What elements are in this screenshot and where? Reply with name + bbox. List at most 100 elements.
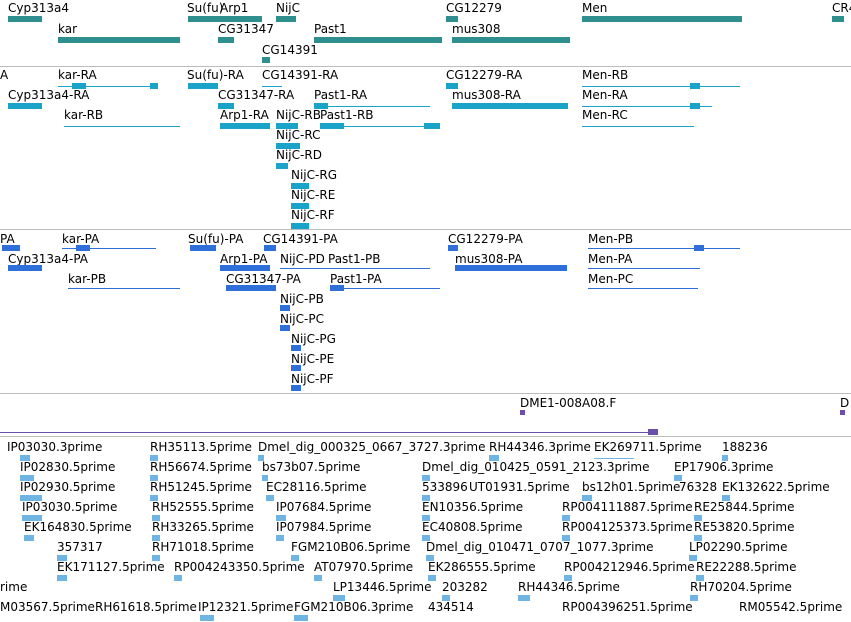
est-label[interactable]: EN10356.5prime: [422, 500, 524, 514]
est-label[interactable]: EK269711.5prime: [594, 440, 702, 454]
est-feature[interactable]: [24, 535, 34, 541]
mrna-label[interactable]: NijC-RF: [291, 208, 335, 222]
mrna-label[interactable]: Past1-RA: [314, 88, 368, 102]
gene-feature[interactable]: [452, 37, 570, 43]
transcript-exon[interactable]: [291, 183, 309, 189]
mrna-label[interactable]: NijC-RD: [276, 148, 322, 162]
transcript-exon[interactable]: [291, 203, 309, 209]
est-feature[interactable]: [489, 455, 499, 461]
protein-feature[interactable]: [694, 245, 704, 251]
protein-label[interactable]: NijC-PG: [291, 332, 336, 346]
mrna-label[interactable]: NijC-RB: [276, 108, 321, 122]
est-feature[interactable]: [564, 575, 572, 581]
est-label[interactable]: RP004212946.5prime: [564, 560, 695, 574]
est-label[interactable]: RH33265.5prime: [152, 520, 254, 534]
transcript-exon[interactable]: [276, 123, 298, 129]
est-label[interactable]: IP03030.5prime: [22, 500, 118, 514]
est-feature[interactable]: [674, 475, 682, 481]
est-feature[interactable]: [582, 495, 592, 501]
gene-label[interactable]: Past1: [314, 22, 347, 36]
clone-feature[interactable]: [648, 429, 658, 435]
mrna-label[interactable]: Men-RC: [582, 108, 628, 122]
protein-label[interactable]: NijC-PC: [280, 312, 324, 326]
est-label[interactable]: bs12h01.5prime: [582, 480, 681, 494]
gene-feature[interactable]: [276, 16, 296, 22]
est-feature[interactable]: [562, 515, 570, 521]
gene-label[interactable]: CG31347: [218, 22, 274, 36]
est-feature[interactable]: [518, 595, 530, 601]
gene-feature[interactable]: [262, 57, 270, 63]
est-label[interactable]: LP13446.5prime: [333, 580, 432, 594]
gene-label[interactable]: CG14391: [262, 43, 318, 57]
est-label[interactable]: RH56674.5prime: [150, 460, 252, 474]
est-label[interactable]: RH44346.3prime: [489, 440, 591, 454]
est-feature[interactable]: [422, 515, 430, 521]
mrna-label[interactable]: kar-RA: [58, 68, 97, 82]
protein-feature[interactable]: [455, 265, 567, 271]
est-feature[interactable]: [722, 495, 730, 501]
est-label[interactable]: RP004125373.5prime: [562, 520, 693, 534]
est-label[interactable]: 76328: [679, 480, 718, 494]
clone-feature[interactable]: [840, 410, 845, 415]
transcript-exon[interactable]: [220, 123, 270, 129]
est-label[interactable]: RE53820.5prime: [694, 520, 795, 534]
transcript-exon[interactable]: [424, 123, 440, 129]
protein-label[interactable]: Men-PC: [588, 272, 634, 286]
mrna-label[interactable]: NijC-RG: [291, 168, 337, 182]
protein-feature[interactable]: [190, 245, 216, 251]
clone-label[interactable]: D: [840, 396, 850, 410]
gene-feature[interactable]: [188, 16, 262, 22]
mrna-label[interactable]: CG14391-RA: [262, 68, 339, 82]
est-label[interactable]: EK286555.5prime: [428, 560, 536, 574]
est-feature[interactable]: [174, 575, 182, 581]
transcript-exon[interactable]: [150, 83, 158, 89]
transcript-exon[interactable]: [446, 83, 458, 89]
est-label[interactable]: 203282: [442, 580, 488, 594]
gene-label[interactable]: Cyp313a4: [8, 1, 69, 15]
transcript-exon[interactable]: [188, 83, 218, 89]
protein-feature[interactable]: [280, 325, 290, 331]
est-label[interactable]: EC28116.5prime: [266, 480, 367, 494]
gene-label[interactable]: NijC: [276, 1, 301, 15]
est-label[interactable]: 188236: [722, 440, 768, 454]
protein-feature[interactable]: [8, 265, 42, 271]
est-feature[interactable]: [266, 495, 274, 501]
est-feature[interactable]: [291, 555, 299, 561]
est-feature[interactable]: [22, 515, 42, 521]
est-feature[interactable]: [276, 535, 284, 541]
est-feature[interactable]: [694, 515, 702, 521]
est-feature[interactable]: [428, 575, 436, 581]
protein-label[interactable]: Cyp313a4-PA: [8, 252, 88, 266]
est-feature[interactable]: [294, 615, 308, 621]
transcript-exon[interactable]: [276, 163, 288, 169]
est-label[interactable]: M03567.5prime: [0, 600, 95, 614]
est-label[interactable]: IP03030.3prime: [7, 440, 103, 454]
est-feature[interactable]: [152, 515, 160, 521]
gene-feature[interactable]: [582, 16, 742, 22]
protein-label[interactable]: CG31347-PA: [226, 272, 301, 286]
est-label[interactable]: IP12321.5prime: [198, 600, 294, 614]
mrna-label[interactable]: NijC-RE: [291, 188, 336, 202]
protein-feature[interactable]: [291, 345, 301, 351]
gene-label[interactable]: Arp1: [220, 1, 249, 15]
gene-label[interactable]: CG12279: [446, 1, 502, 15]
est-feature[interactable]: [152, 555, 160, 561]
est-feature[interactable]: [422, 495, 430, 501]
mrna-label[interactable]: mus308-RA: [452, 88, 521, 102]
protein-label[interactable]: CG12279-PA: [448, 232, 523, 246]
mrna-label[interactable]: Cyp313a4-RA: [8, 88, 90, 102]
gene-feature[interactable]: [832, 16, 844, 22]
est-label[interactable]: RE25844.5prime: [694, 500, 795, 514]
est-label[interactable]: Dmel_dig_010471_0707_1077.3prime: [426, 540, 654, 554]
est-label[interactable]: AT07970.5prime: [314, 560, 414, 574]
est-label[interactable]: RH44346.5prime: [518, 580, 620, 594]
protein-feature[interactable]: [76, 245, 90, 251]
est-feature[interactable]: [152, 535, 160, 541]
protein-label[interactable]: Past1-PB: [328, 252, 381, 266]
protein-label[interactable]: Su(fu)-PA: [188, 232, 244, 246]
est-feature[interactable]: [258, 455, 264, 461]
est-label[interactable]: 434514: [428, 600, 474, 614]
est-label[interactable]: IP07984.5prime: [276, 520, 372, 534]
est-feature[interactable]: [689, 555, 697, 561]
protein-label[interactable]: kar-PA: [62, 232, 100, 246]
